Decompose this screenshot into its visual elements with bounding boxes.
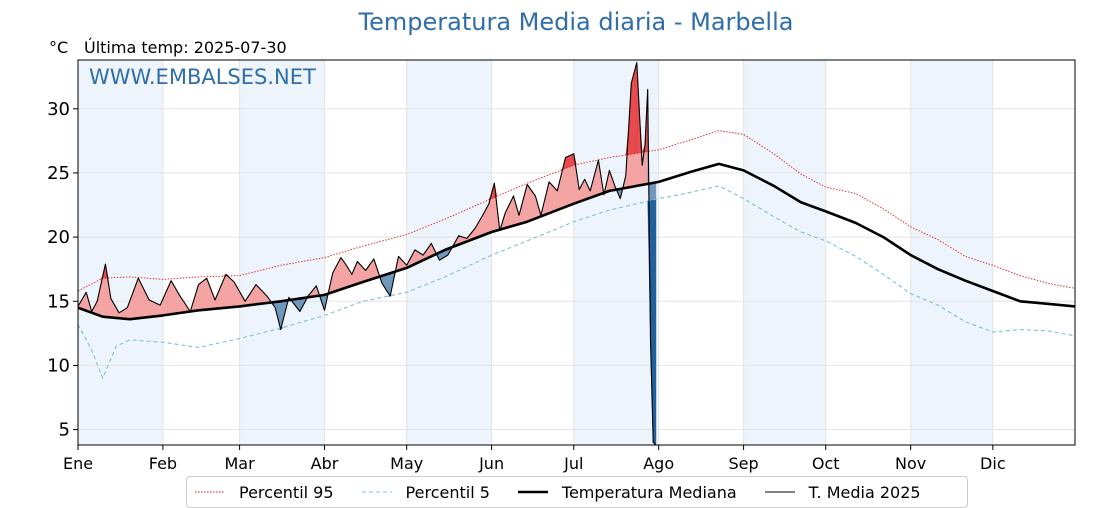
above-median-fill [526, 183, 531, 222]
above-median-fill [151, 300, 155, 317]
x-tick-label: Nov [895, 454, 926, 473]
above-median-fill [231, 278, 235, 308]
x-tick-label: Feb [149, 454, 177, 473]
y-tick-label: 15 [47, 291, 70, 312]
legend-item: Percentil 5 [360, 483, 490, 502]
above-p95-fill [565, 155, 569, 169]
month-band [743, 60, 826, 445]
above-median-fill [149, 299, 153, 318]
x-tick-label: Abr [311, 454, 339, 473]
above-median-fill [203, 277, 207, 310]
y-tick-label: 25 [47, 163, 70, 184]
x-tick-label: Ago [643, 454, 674, 473]
above-median-fill [138, 278, 142, 319]
legend-item: Percentil 95 [193, 483, 334, 502]
legend-label: Percentil 95 [239, 482, 334, 502]
x-tick-label: Sep [729, 454, 759, 473]
month-band [573, 60, 659, 445]
legend-item: Temperatura Mediana [516, 483, 737, 502]
above-median-fill [548, 181, 553, 214]
legend-swatch [361, 491, 392, 493]
difference-fills [78, 62, 657, 445]
x-tick-label: May [390, 454, 423, 473]
y-tick-label: 20 [47, 227, 70, 248]
month-band [78, 60, 163, 445]
below-p5-fill [652, 198, 657, 445]
above-median-fill [228, 276, 232, 308]
above-p95-fill [570, 153, 574, 167]
x-tick-label: Ene [63, 454, 93, 473]
chart-title: Temperatura Media diaria - Marbella [358, 8, 794, 36]
above-median-fill [198, 282, 202, 311]
y-unit-label: °C [49, 38, 69, 57]
above-median-fill [225, 273, 229, 308]
month-band [239, 60, 325, 445]
legend-label: T. Media 2025 [808, 482, 921, 502]
legend-swatch [517, 490, 548, 494]
above-median-fill [554, 187, 558, 212]
above-median-fill [154, 302, 158, 317]
y-tick-label: 10 [47, 355, 70, 376]
percentile-5-line [78, 185, 1075, 380]
above-p95-fill [568, 154, 572, 168]
above-median-fill [340, 257, 344, 290]
series-lines [78, 62, 1075, 445]
above-median-fill [201, 279, 205, 311]
x-tick-label: Jul [563, 454, 583, 473]
above-p95-fill [633, 62, 637, 154]
legend: Percentil 95 Percentil 5 Temperatura Media… [186, 476, 968, 508]
x-tick-label: Mar [225, 454, 256, 473]
plot-frame [77, 59, 1076, 446]
x-tick-label: Jun [478, 454, 504, 473]
legend-swatch [764, 491, 795, 493]
last-temp-label: Última temp: 2025-07-30 [84, 38, 287, 57]
legend-item: T. Media 2025 [763, 483, 921, 502]
legend-swatch [195, 491, 225, 493]
above-median-fill [157, 303, 161, 317]
above-median-fill [551, 184, 555, 213]
legend-label: Percentil 5 [405, 482, 490, 502]
y-tick-label: 5 [59, 420, 70, 441]
percentile-95-line [78, 130, 1075, 292]
legend-label: Temperatura Mediana [561, 482, 737, 502]
current-year-line [78, 62, 657, 445]
above-median-fill [529, 187, 533, 221]
x-tick-label: Oct [812, 454, 840, 473]
y-tick-label: 30 [47, 99, 70, 120]
x-tick-label: Dic [980, 454, 1006, 473]
median-line [78, 162, 1075, 321]
watermark-text: WWW.EMBALSES.NET [89, 65, 316, 89]
month-band [910, 60, 993, 445]
